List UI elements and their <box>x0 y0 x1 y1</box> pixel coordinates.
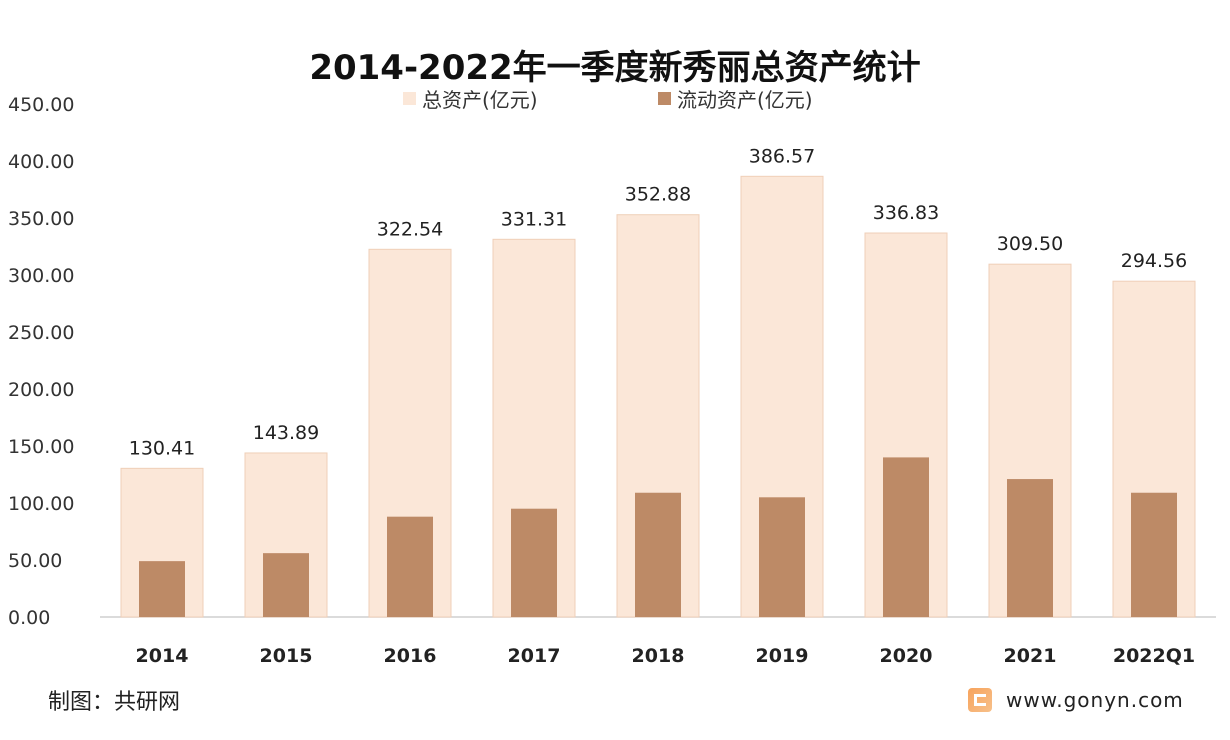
x-tick-label: 2018 <box>632 645 685 667</box>
y-tick-label: 50.00 <box>8 550 62 572</box>
y-tick-label: 250.00 <box>8 322 74 344</box>
data-label: 130.41 <box>129 437 195 459</box>
bar-current-assets <box>635 492 681 617</box>
x-tick-label: 2021 <box>1004 645 1057 667</box>
bar-current-assets <box>1007 479 1053 617</box>
data-label: 352.88 <box>625 184 691 206</box>
bar-current-assets <box>511 508 557 617</box>
bar-current-assets <box>139 561 185 617</box>
y-tick-label: 0.00 <box>8 607 50 629</box>
bar-current-assets <box>759 497 805 617</box>
x-tick-label: 2015 <box>260 645 313 667</box>
website-text: www.gonyn.com <box>1006 688 1184 712</box>
legend-swatch <box>658 92 671 105</box>
legend-label: 总资产(亿元) <box>422 88 538 112</box>
y-tick-label: 300.00 <box>8 265 74 287</box>
bar-current-assets <box>883 457 929 617</box>
y-tick-label: 100.00 <box>8 493 74 515</box>
bar-current-assets <box>387 516 433 617</box>
y-tick-label: 200.00 <box>8 379 74 401</box>
bar-current-assets <box>1131 492 1177 617</box>
source-note: 制图：共研网 <box>48 690 181 715</box>
legend-item-current-assets: 流动资产(亿元) <box>658 84 813 113</box>
website-credit: www.gonyn.com <box>968 688 1184 712</box>
data-label: 331.31 <box>501 208 567 230</box>
x-tick-label: 2019 <box>756 645 809 667</box>
chart-title: 2014-2022年一季度新秀丽总资产统计 <box>309 48 921 88</box>
data-label: 322.54 <box>377 218 443 240</box>
x-tick-label: 2014 <box>136 645 189 667</box>
bar-current-assets <box>263 553 309 617</box>
data-label: 336.83 <box>873 202 939 224</box>
y-tick-label: 400.00 <box>8 151 74 173</box>
x-tick-label: 2017 <box>508 645 561 667</box>
x-tick-label: 2020 <box>880 645 933 667</box>
legend-swatch <box>403 92 416 105</box>
y-tick-label: 150.00 <box>8 436 74 458</box>
data-label: 294.56 <box>1121 250 1187 272</box>
y-tick-label: 350.00 <box>8 208 74 230</box>
data-label: 309.50 <box>997 233 1063 255</box>
data-label: 386.57 <box>749 145 815 167</box>
data-label: 143.89 <box>253 422 319 444</box>
legend-item-total-assets: 总资产(亿元) <box>403 84 538 113</box>
x-tick-label: 2022Q1 <box>1113 645 1195 667</box>
legend-label: 流动资产(亿元) <box>677 88 813 112</box>
x-tick-label: 2016 <box>384 645 437 667</box>
y-tick-label: 450.00 <box>8 94 74 116</box>
gonyn-logo-icon <box>968 688 992 712</box>
